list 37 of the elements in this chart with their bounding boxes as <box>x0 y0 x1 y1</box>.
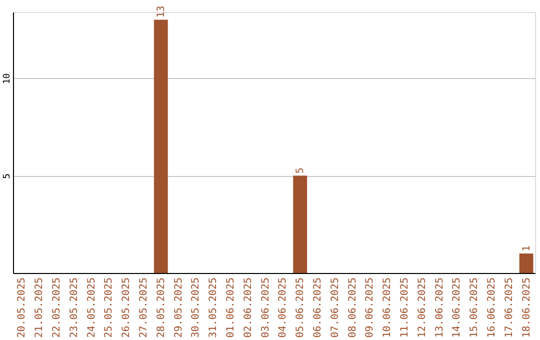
x-tick-label: 14.06.2025 <box>452 278 463 338</box>
bar <box>154 20 168 273</box>
x-tick-label: 02.06.2025 <box>242 278 254 338</box>
x-tick-label: 03.06.2025 <box>260 278 272 338</box>
x-tick-label: 10.06.2025 <box>382 278 394 338</box>
x-tick-label: 06.06.2025 <box>312 278 324 338</box>
x-tick-label: 07.06.2025 <box>330 278 341 338</box>
x-tick-label: 04.06.2025 <box>278 278 289 338</box>
x-tick-label: 22.05.2025 <box>52 278 62 338</box>
x-tick-label: 30.05.2025 <box>190 278 202 338</box>
y-tick-label: 10 <box>2 73 12 84</box>
x-tick-label: 12.06.2025 <box>416 278 428 338</box>
x-tick-label: 18.06.2025 <box>521 278 532 338</box>
bar <box>293 176 308 273</box>
x-tick-label: 20.05.2025 <box>16 278 28 338</box>
x-tick-label: 27.05.2025 <box>138 278 150 338</box>
x-tick-label: 11.06.2025 <box>400 278 410 338</box>
x-tick-label: 01.06.2025 <box>226 278 236 338</box>
x-tick-label: 21.05.2025 <box>34 278 46 338</box>
bar <box>519 254 534 273</box>
data-label: 13 <box>156 6 167 18</box>
x-tick-label: 13.06.2025 <box>434 278 446 338</box>
data-label: 1 <box>521 245 532 252</box>
x-tick-label: 25.05.2025 <box>104 278 115 338</box>
x-tick-label: 16.06.2025 <box>486 278 498 338</box>
x-tick-label: 29.05.2025 <box>173 278 184 338</box>
x-tick-label: 08.06.2025 <box>347 278 358 338</box>
x-tick-label: 23.05.2025 <box>68 278 80 338</box>
x-tick-label: 09.06.2025 <box>364 278 376 338</box>
x-tick-label: 28.05.2025 <box>156 278 167 338</box>
x-tick-label: 15.06.2025 <box>469 278 480 338</box>
x-tick-label: 31.05.2025 <box>208 278 220 338</box>
x-tick-label: 26.05.2025 <box>121 278 132 338</box>
x-tick-label: 17.06.2025 <box>504 278 515 338</box>
data-label: 5 <box>295 168 306 174</box>
x-tick-label: 05.06.2025 <box>295 278 306 338</box>
x-tick-label: 24.05.2025 <box>86 278 98 338</box>
